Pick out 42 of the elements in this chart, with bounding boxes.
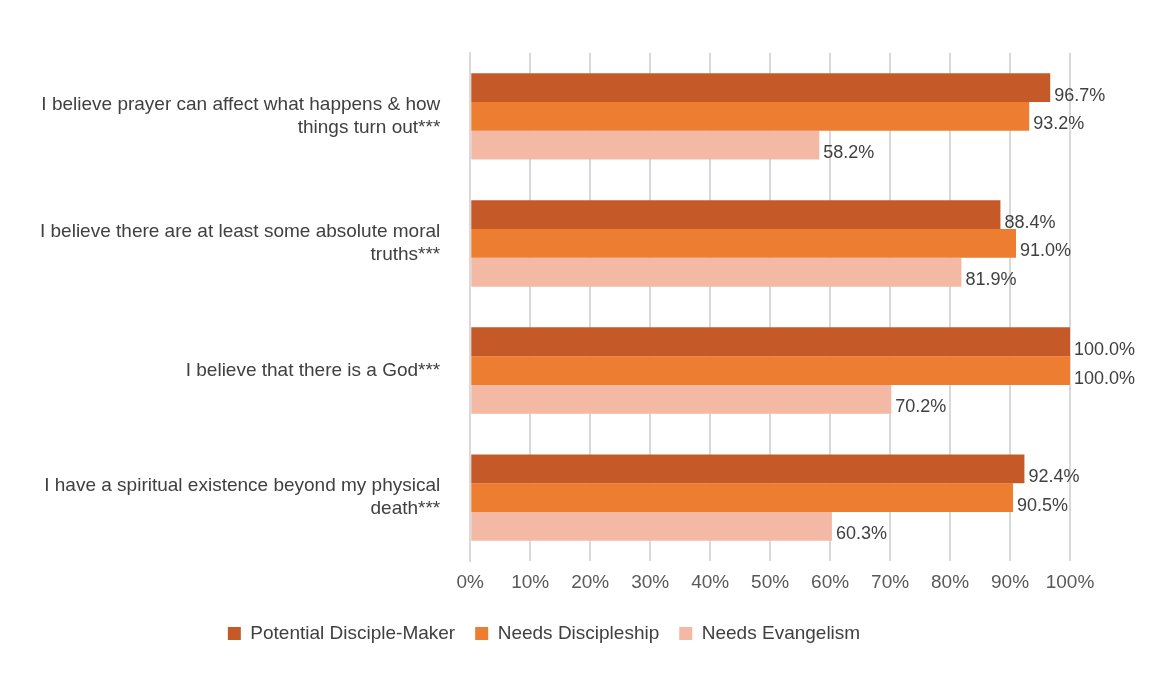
bar: [471, 200, 1001, 230]
y-tick-label: I believe prayer can affect what happens & how things turn out***: [41, 93, 441, 137]
bar: [471, 101, 1030, 131]
x-tick-label: 100%: [1045, 570, 1095, 592]
bar: [471, 130, 820, 160]
x-tick-label: 10%: [511, 570, 550, 592]
x-tick-label: 50%: [751, 570, 790, 592]
text: 88.4%: [1004, 211, 1056, 232]
x-tick-label: 70%: [871, 570, 910, 592]
legend-label: Potential Disciple-Maker: [250, 621, 456, 643]
bar: [471, 454, 1025, 484]
x-tick-label: 20%: [571, 570, 610, 592]
y-tick-label: I believe that there is a God***: [185, 358, 441, 380]
bar: [471, 512, 832, 541]
bar: [471, 483, 1014, 513]
text: 91.0%: [1020, 240, 1072, 261]
bar: [471, 257, 962, 287]
text: 60.3%: [835, 523, 887, 544]
text: 100.0%: [1074, 338, 1136, 359]
text: 70.2%: [895, 396, 947, 417]
legend-label: Needs Discipleship: [497, 621, 660, 643]
bar: [471, 384, 892, 414]
x-tick-label: 60%: [811, 570, 850, 592]
x-tick-label: 40%: [691, 570, 730, 592]
x-tick-label: 90%: [991, 570, 1030, 592]
bar: [471, 327, 1070, 357]
text: 58.2%: [823, 142, 875, 163]
text: 96.7%: [1054, 84, 1106, 105]
text: 93.2%: [1033, 113, 1085, 134]
y-tick-label: I have a spiritual existence beyond my physical death***: [44, 474, 441, 519]
text: 90.5%: [1017, 494, 1069, 515]
x-tick-label: 0%: [456, 570, 485, 592]
legend-label: Needs Evangelism: [701, 621, 861, 643]
bar: [471, 73, 1051, 102]
x-tick-label: 80%: [931, 570, 970, 592]
bar: [471, 229, 1017, 258]
bar: [471, 356, 1070, 385]
text: 81.9%: [965, 269, 1017, 290]
text: 92.4%: [1028, 465, 1080, 486]
y-tick-label: I believe there are at least some absolute moral truths***: [39, 220, 441, 265]
text: 100.0%: [1074, 367, 1136, 388]
x-tick-label: 30%: [631, 570, 670, 592]
